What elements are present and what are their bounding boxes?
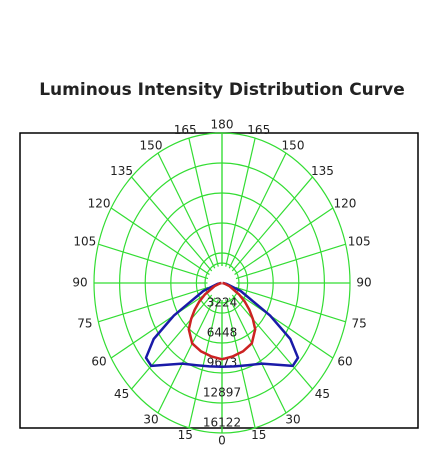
chart-title: Luminous Intensity Distribution Curve <box>39 80 405 100</box>
grid-spoke <box>231 176 313 272</box>
grid-spoke <box>188 137 219 267</box>
grid-spoke <box>225 299 256 429</box>
intensity-curve <box>221 281 257 361</box>
angle-label: 90 <box>356 276 371 290</box>
intensity-curve <box>221 281 300 368</box>
angle-label: 105 <box>73 235 96 249</box>
angle-label: 165 <box>174 123 197 137</box>
angle-label: 165 <box>247 123 270 137</box>
angle-label: 60 <box>91 355 106 369</box>
grid-spoke <box>98 243 209 280</box>
angle-label: 45 <box>114 387 129 401</box>
angle-label: 180 <box>211 118 234 132</box>
grid-spoke <box>234 291 334 359</box>
grid-spoke <box>157 297 216 414</box>
grid-spoke <box>131 176 213 272</box>
angle-label: 75 <box>77 316 92 330</box>
angle-label: 135 <box>311 164 334 178</box>
grid-spoke <box>235 286 346 323</box>
grid-spoke <box>188 299 219 429</box>
angle-label: 135 <box>110 164 133 178</box>
angle-label: 75 <box>352 316 367 330</box>
angle-label: 30 <box>285 412 300 426</box>
grid-spoke <box>228 152 287 269</box>
r-tick-label: 3224 <box>207 295 238 309</box>
grid-spoke <box>231 294 313 390</box>
intensity-curve <box>144 281 223 368</box>
angle-label: 15 <box>178 428 193 442</box>
angle-label: 0 <box>218 434 226 448</box>
grid-spoke <box>234 207 334 275</box>
angle-label: 15 <box>251 428 266 442</box>
grid-spoke <box>110 207 210 275</box>
angle-label: 30 <box>143 412 158 426</box>
grid-spoke <box>157 152 216 269</box>
r-tick-label: 16122 <box>203 416 241 430</box>
angle-label: 120 <box>334 197 357 211</box>
angle-label: 90 <box>72 276 87 290</box>
angle-label: 120 <box>88 197 111 211</box>
r-tick-label: 6448 <box>207 325 238 339</box>
angle-label: 105 <box>348 235 371 249</box>
intensity-curve <box>187 281 223 361</box>
grid-spoke <box>131 294 213 390</box>
angle-label: 60 <box>337 355 352 369</box>
grid-spoke <box>225 137 256 267</box>
angle-label: 150 <box>282 139 305 153</box>
angle-label: 150 <box>140 139 163 153</box>
grid-spoke <box>228 297 287 414</box>
r-tick-label: 12897 <box>203 385 241 399</box>
grid-spoke <box>235 243 346 280</box>
angle-label: 45 <box>315 387 330 401</box>
grid-spoke <box>110 291 210 359</box>
grid-spoke <box>98 286 209 323</box>
